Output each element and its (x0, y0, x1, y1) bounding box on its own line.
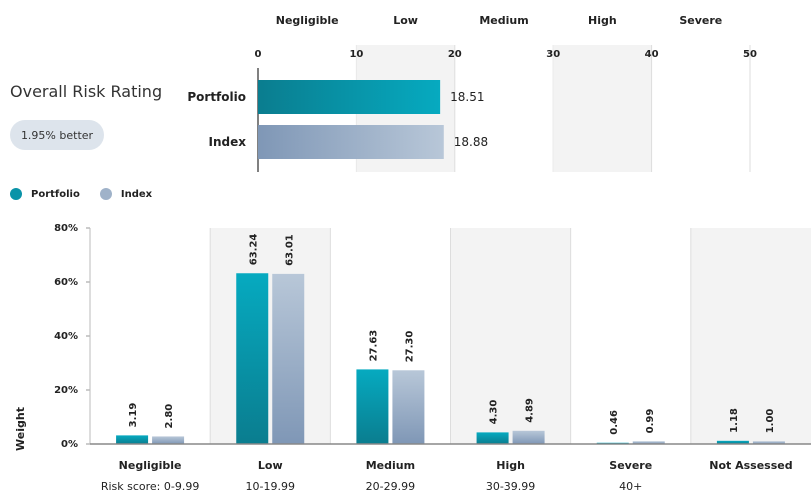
top-band-3 (553, 45, 652, 172)
bottom-band-5 (690, 228, 811, 444)
y-axis-title: Weight (14, 407, 27, 451)
bar-index-0 (152, 436, 185, 444)
data-label-index-2: 27.30 (404, 331, 415, 363)
top-band-label-0: Negligible (276, 14, 339, 27)
data-label-index-0: 2.80 (164, 404, 175, 429)
data-label-portfolio-0: 3.19 (128, 403, 139, 428)
x-category-label-2: Medium (366, 459, 415, 472)
x-score-label-2: 20-29.99 (366, 480, 415, 493)
x-category-label-4: Severe (609, 459, 652, 472)
top-category-label-0: Portfolio (187, 90, 246, 104)
top-bar-index (258, 125, 444, 159)
x-score-label-3: 30-39.99 (486, 480, 535, 493)
legend-item-index[interactable]: Index (99, 188, 153, 200)
bar-portfolio-5 (716, 440, 749, 444)
legend-item-portfolio[interactable]: Portfolio (10, 188, 80, 200)
y-tick-label-2: 40% (54, 331, 78, 342)
top-value-label-0: 18.51 (450, 90, 484, 104)
bar-index-3 (512, 430, 545, 444)
overall-risk-rating-title: Overall Risk Rating (10, 82, 163, 101)
y-tick-label-1: 20% (54, 385, 78, 396)
x-score-label-0: Risk score: 0-9.99 (101, 480, 200, 493)
top-tick-label-3: 30 (546, 49, 560, 60)
x-category-label-3: High (496, 459, 525, 472)
portfolio-dot-icon (10, 188, 22, 200)
top-tick-label-4: 40 (645, 49, 659, 60)
x-score-label-4: 40+ (619, 480, 642, 493)
comparison-badge-text: 1.95% better (20, 128, 94, 142)
chart-legend: Portfolio Index (10, 188, 172, 200)
data-label-portfolio-1: 63.24 (248, 234, 259, 266)
bar-portfolio-3 (476, 432, 509, 444)
data-label-portfolio-4: 0.46 (609, 410, 620, 435)
top-band-label-2: Medium (479, 14, 528, 27)
data-label-index-3: 4.89 (525, 398, 536, 423)
bottom-band-3 (450, 228, 571, 444)
legend-label-index: Index (120, 188, 153, 200)
bar-index-5 (752, 441, 785, 444)
comparison-badge: 1.95% better (10, 120, 104, 150)
index-dot-icon (99, 188, 112, 200)
data-label-portfolio-2: 27.63 (368, 330, 379, 362)
bar-portfolio-1 (236, 273, 269, 444)
y-tick-label-3: 60% (54, 277, 78, 288)
data-label-index-1: 63.01 (284, 234, 295, 266)
x-category-label-0: Negligible (119, 459, 182, 472)
overall-risk-bar-chart: Negligible Low Medium High Severe 0 10 20 30 40 50… (187, 14, 757, 172)
top-tick-label-2: 20 (448, 49, 462, 60)
bar-index-2 (392, 370, 425, 444)
top-value-label-1: 18.88 (454, 135, 488, 149)
data-label-portfolio-5: 1.18 (729, 408, 740, 433)
top-tick-label-0: 0 (255, 49, 262, 60)
bottom-band-1 (210, 228, 331, 444)
risk-distribution-bar-chart: 0% 20% 40% 60% 80% Weight 3.19 2.80 Negligible Ri… (14, 223, 811, 493)
y-tick-label-4: 80% (54, 223, 78, 234)
x-category-label-1: Low (258, 459, 283, 472)
bar-portfolio-2 (356, 369, 389, 444)
data-label-portfolio-3: 4.30 (489, 400, 500, 425)
top-category-label-1: Index (209, 135, 247, 149)
bar-index-4 (632, 441, 665, 444)
bar-index-1 (272, 273, 305, 444)
top-band-label-1: Low (393, 14, 418, 27)
bar-portfolio-0 (116, 435, 149, 444)
data-label-index-4: 0.99 (645, 409, 656, 434)
top-band-label-4: Severe (679, 14, 722, 27)
top-tick-label-1: 10 (349, 49, 363, 60)
top-bar-portfolio (258, 80, 441, 114)
x-category-label-5: Not Assessed (709, 459, 792, 472)
y-tick-label-0: 0% (61, 439, 78, 450)
top-band-label-3: High (588, 14, 617, 27)
legend-label-portfolio: Portfolio (31, 188, 80, 200)
x-score-label-1: 10-19.99 (246, 480, 295, 493)
top-tick-label-5: 50 (743, 49, 757, 60)
data-label-index-5: 1.00 (765, 409, 776, 434)
